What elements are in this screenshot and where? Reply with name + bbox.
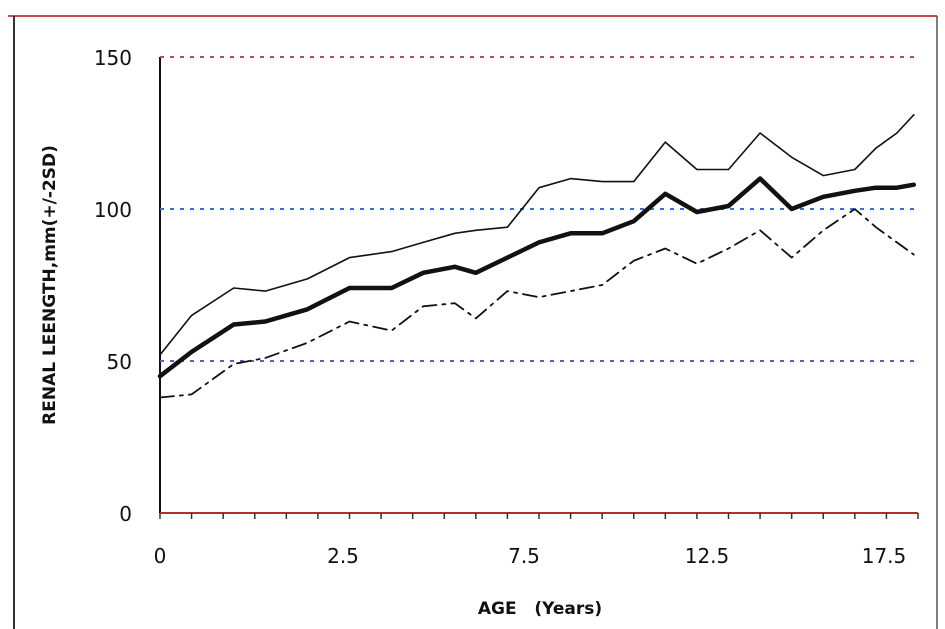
y-tick-labels: 0 50 100 150 <box>94 46 132 526</box>
y-axis-title: RENAL LEENGTH,mm(+/-2SD) <box>40 145 60 425</box>
x-tick-label-2-5: 2.5 <box>327 544 359 568</box>
x-axis-title: AGE (Years) <box>478 599 602 619</box>
y-tick-label-0: 0 <box>119 502 132 526</box>
y-tick-label-100: 100 <box>94 198 132 222</box>
data-series <box>157 114 917 399</box>
x-tick-label-12-5: 12.5 <box>685 544 730 568</box>
y-tick-label-50: 50 <box>107 350 132 374</box>
series-line-dash-dot <box>159 208 915 399</box>
x-tick-labels: 0 2.5 7.5 12.5 17.5 <box>154 544 907 568</box>
gridlines <box>160 56 918 362</box>
x-tick-label-17-5: 17.5 <box>862 544 907 568</box>
x-tick-marks <box>159 513 919 519</box>
series-line-thin-solid <box>159 114 915 356</box>
y-tick-label-150: 150 <box>94 46 132 70</box>
x-tick-label-7-5: 7.5 <box>508 544 540 568</box>
x-tick-label-0: 0 <box>154 544 167 568</box>
series-line-thick-solid <box>157 176 917 379</box>
